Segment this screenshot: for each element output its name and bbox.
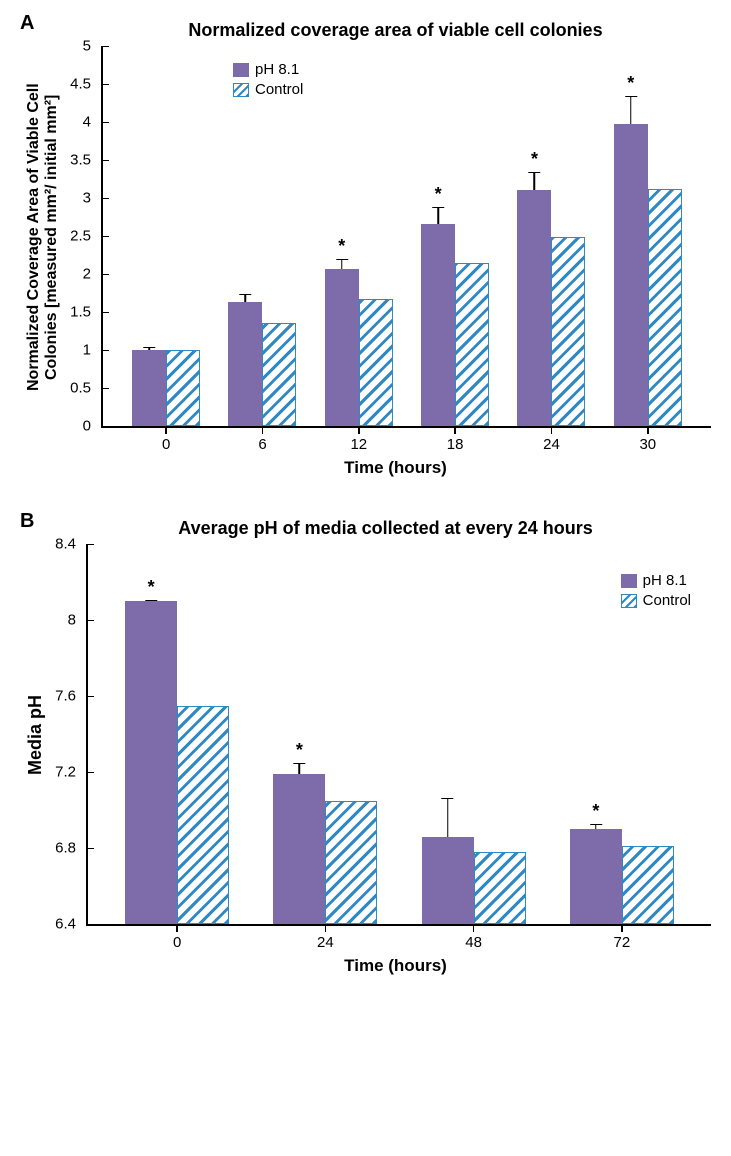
bar-group: *: [273, 774, 377, 924]
bar-group: *: [517, 190, 585, 426]
bar-group: *: [125, 601, 229, 924]
panel-a-xticks: 0612182430: [103, 426, 711, 453]
panel-a-label: A: [20, 12, 34, 35]
panel-b-yticks: 6.46.87.27.688.4: [46, 544, 86, 924]
panel-b-plotbox: pH 8.1Control *** 0244872: [86, 544, 711, 926]
panel-a-bars: ****: [103, 46, 711, 426]
panel-a-yticks: 00.511.522.533.544.55: [61, 46, 101, 426]
panel-b-xlabel: Time (hours): [80, 956, 711, 976]
panel-b: B Average pH of media collected at every…: [20, 518, 711, 976]
panel-b-title: Average pH of media collected at every 2…: [60, 518, 711, 539]
bar-group: *: [325, 269, 393, 426]
panel-a-plotbox: pH 8.1Control **** 0612182430: [101, 46, 711, 428]
bar-group: *: [421, 224, 489, 426]
bar-group: *: [570, 829, 674, 924]
bar-group: [228, 302, 296, 426]
bar-group: [422, 837, 526, 924]
figure: A Normalized coverage area of viable cel…: [20, 20, 711, 976]
panel-b-ylabel: Media pH: [20, 544, 46, 926]
panel-a-ylabel: Normalized Coverage Area of Viable Cell …: [20, 46, 61, 428]
bar-group: [132, 350, 200, 426]
panel-a: A Normalized coverage area of viable cel…: [20, 20, 711, 478]
panel-b-xticks: 0244872: [88, 924, 711, 951]
panel-b-label: B: [20, 510, 34, 533]
panel-a-chart: Normalized Coverage Area of Viable Cell …: [20, 46, 711, 428]
panel-b-chart: Media pH 6.46.87.27.688.4 pH 8.1Control …: [20, 544, 711, 926]
panel-b-bars: * * *: [88, 544, 711, 924]
panel-a-xlabel: Time (hours): [80, 458, 711, 478]
panel-a-title: Normalized coverage area of viable cell …: [80, 20, 711, 41]
bar-group: *: [614, 124, 682, 426]
